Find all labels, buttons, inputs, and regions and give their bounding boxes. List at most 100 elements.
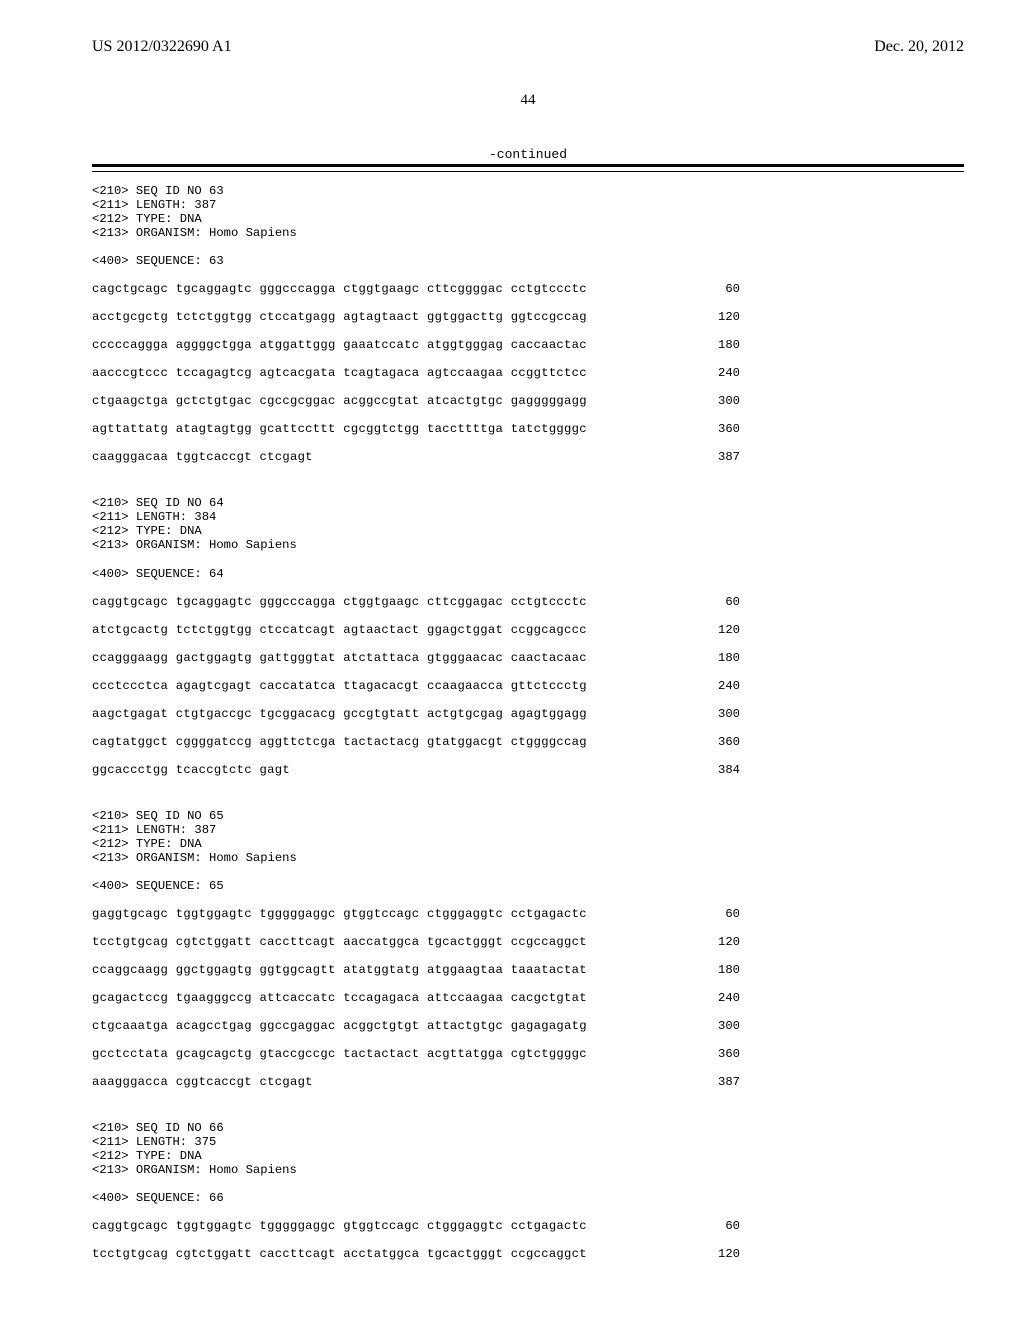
sequence-header-line: <210> SEQ ID NO 65 — [92, 809, 964, 823]
sequence-text: gaggtgcagc tggtggagtc tgggggaggc gtggtcc… — [92, 907, 587, 921]
sequence-position: 120 — [694, 935, 740, 949]
sequence-position: 384 — [694, 763, 740, 777]
sequence-text: cccccaggga aggggctgga atggattggg gaaatcc… — [92, 338, 587, 352]
sequence-header-line: <212> TYPE: DNA — [92, 524, 964, 538]
sequence-line: tcctgtgcag cgtctggatt caccttcagt aaccatg… — [92, 935, 740, 949]
sequence-block: <210> SEQ ID NO 63<211> LENGTH: 387<212>… — [92, 184, 964, 478]
publication-date: Dec. 20, 2012 — [874, 38, 964, 56]
sequence-header-line: <212> TYPE: DNA — [92, 837, 964, 851]
sequence-block: <210> SEQ ID NO 64<211> LENGTH: 384<212>… — [92, 496, 964, 790]
page: US 2012/0322690 A1 Dec. 20, 2012 44 -con… — [0, 0, 1024, 1320]
sequence-line: tcctgtgcag cgtctggatt caccttcagt acctatg… — [92, 1247, 740, 1261]
sequence-label: <400> SEQUENCE: 63 — [92, 254, 964, 268]
sequence-header-line: <210> SEQ ID NO 63 — [92, 184, 964, 198]
sequence-line: caagggacaa tggtcaccgt ctcgagt 387 — [92, 450, 740, 464]
sequence-line: ccaggcaagg ggctggagtg ggtggcagtt atatggt… — [92, 963, 740, 977]
header-bar: US 2012/0322690 A1 Dec. 20, 2012 — [92, 38, 964, 56]
sequence-text: ccagggaagg gactggagtg gattgggtat atctatt… — [92, 651, 587, 665]
sequence-position: 60 — [694, 595, 740, 609]
sequence-label: <400> SEQUENCE: 64 — [92, 567, 964, 581]
sequence-line: aaagggacca cggtcaccgt ctcgagt 387 — [92, 1075, 740, 1089]
sequence-header: <210> SEQ ID NO 65<211> LENGTH: 387<212>… — [92, 809, 964, 865]
sequence-position: 240 — [694, 366, 740, 380]
sequence-position: 387 — [694, 450, 740, 464]
sequence-text: aaagggacca cggtcaccgt ctcgagt — [92, 1075, 313, 1089]
sequence-position: 240 — [694, 679, 740, 693]
sequence-line: atctgcactg tctctggtgg ctccatcagt agtaact… — [92, 623, 740, 637]
sequence-line: ggcaccctgg tcaccgtctc gagt 384 — [92, 763, 740, 777]
sequence-line: cagctgcagc tgcaggagtc gggcccagga ctggtga… — [92, 282, 740, 296]
sequence-position: 300 — [694, 394, 740, 408]
sequence-position: 300 — [694, 1019, 740, 1033]
sequence-header-line: <212> TYPE: DNA — [92, 212, 964, 226]
sequence-position: 120 — [694, 310, 740, 324]
sequence-listing: <210> SEQ ID NO 63<211> LENGTH: 387<212>… — [92, 184, 964, 1275]
sequence-header: <210> SEQ ID NO 63<211> LENGTH: 387<212>… — [92, 184, 964, 240]
sequence-position: 360 — [694, 422, 740, 436]
sequence-text: aagctgagat ctgtgaccgc tgcggacacg gccgtgt… — [92, 707, 587, 721]
sequence-position: 360 — [694, 1047, 740, 1061]
sequence-header: <210> SEQ ID NO 64<211> LENGTH: 384<212>… — [92, 496, 964, 552]
sequence-position: 180 — [694, 338, 740, 352]
sequence-line: agttattatg atagtagtgg gcattccttt cgcggtc… — [92, 422, 740, 436]
sequence-header-line: <210> SEQ ID NO 64 — [92, 496, 964, 510]
sequence-line: caggtgcagc tggtggagtc tgggggaggc gtggtcc… — [92, 1219, 740, 1233]
sequence-line: gaggtgcagc tggtggagtc tgggggaggc gtggtcc… — [92, 907, 740, 921]
sequence-position: 387 — [694, 1075, 740, 1089]
sequence-header-line: <213> ORGANISM: Homo Sapiens — [92, 851, 964, 865]
sequence-line: ccagggaagg gactggagtg gattgggtat atctatt… — [92, 651, 740, 665]
sequence-text: ccaggcaagg ggctggagtg ggtggcagtt atatggt… — [92, 963, 587, 977]
sequence-line: ctgaagctga gctctgtgac cgccgcggac acggccg… — [92, 394, 740, 408]
sequence-line: gcctcctata gcagcagctg gtaccgccgc tactact… — [92, 1047, 740, 1061]
continued-label: -continued — [92, 147, 964, 162]
sequence-position: 60 — [694, 282, 740, 296]
sequence-text: ggcaccctgg tcaccgtctc gagt — [92, 763, 290, 777]
sequence-position: 60 — [694, 1219, 740, 1233]
sequence-position: 120 — [694, 623, 740, 637]
sequence-text: tcctgtgcag cgtctggatt caccttcagt aaccatg… — [92, 935, 587, 949]
sequence-position: 180 — [694, 651, 740, 665]
sequence-header-line: <211> LENGTH: 384 — [92, 510, 964, 524]
sequence-block: <210> SEQ ID NO 66<211> LENGTH: 375<212>… — [92, 1121, 964, 1275]
sequence-text: cagctgcagc tgcaggagtc gggcccagga ctggtga… — [92, 282, 587, 296]
sequence-line: aacccgtccc tccagagtcg agtcacgata tcagtag… — [92, 366, 740, 380]
sequence-header-line: <211> LENGTH: 387 — [92, 823, 964, 837]
sequence-text: caagggacaa tggtcaccgt ctcgagt — [92, 450, 313, 464]
sequence-header-line: <210> SEQ ID NO 66 — [92, 1121, 964, 1135]
sequence-line: caggtgcagc tgcaggagtc gggcccagga ctggtga… — [92, 595, 740, 609]
sequence-text: acctgcgctg tctctggtgg ctccatgagg agtagta… — [92, 310, 587, 324]
sequence-header-line: <213> ORGANISM: Homo Sapiens — [92, 538, 964, 552]
sequence-text: cagtatggct cggggatccg aggttctcga tactact… — [92, 735, 587, 749]
sequence-position: 60 — [694, 907, 740, 921]
sequence-line: cagtatggct cggggatccg aggttctcga tactact… — [92, 735, 740, 749]
sequence-text: aacccgtccc tccagagtcg agtcacgata tcagtag… — [92, 366, 587, 380]
sequence-text: ctgaagctga gctctgtgac cgccgcggac acggccg… — [92, 394, 587, 408]
sequence-line: cccccaggga aggggctgga atggattggg gaaatcc… — [92, 338, 740, 352]
page-number: 44 — [92, 92, 964, 109]
sequence-text: caggtgcagc tggtggagtc tgggggaggc gtggtcc… — [92, 1219, 587, 1233]
sequence-text: gcagactccg tgaagggccg attcaccatc tccagag… — [92, 991, 587, 1005]
sequence-position: 180 — [694, 963, 740, 977]
sequence-text: ccctccctca agagtcgagt caccatatca ttagaca… — [92, 679, 587, 693]
rule-heavy — [92, 164, 964, 167]
rule-thin — [92, 171, 964, 172]
sequence-text: caggtgcagc tgcaggagtc gggcccagga ctggtga… — [92, 595, 587, 609]
sequence-text: tcctgtgcag cgtctggatt caccttcagt acctatg… — [92, 1247, 587, 1261]
sequence-line: ctgcaaatga acagcctgag ggccgaggac acggctg… — [92, 1019, 740, 1033]
sequence-header-line: <211> LENGTH: 387 — [92, 198, 964, 212]
sequence-line: aagctgagat ctgtgaccgc tgcggacacg gccgtgt… — [92, 707, 740, 721]
sequence-text: ctgcaaatga acagcctgag ggccgaggac acggctg… — [92, 1019, 587, 1033]
sequence-block: <210> SEQ ID NO 65<211> LENGTH: 387<212>… — [92, 809, 964, 1103]
publication-number: US 2012/0322690 A1 — [92, 38, 232, 56]
sequence-position: 300 — [694, 707, 740, 721]
sequence-label: <400> SEQUENCE: 65 — [92, 879, 964, 893]
sequence-text: agttattatg atagtagtgg gcattccttt cgcggtc… — [92, 422, 587, 436]
sequence-text: atctgcactg tctctggtgg ctccatcagt agtaact… — [92, 623, 587, 637]
sequence-header-line: <213> ORGANISM: Homo Sapiens — [92, 226, 964, 240]
sequence-line: ccctccctca agagtcgagt caccatatca ttagaca… — [92, 679, 740, 693]
sequence-line: acctgcgctg tctctggtgg ctccatgagg agtagta… — [92, 310, 740, 324]
sequence-header-line: <212> TYPE: DNA — [92, 1149, 964, 1163]
sequence-header-line: <211> LENGTH: 375 — [92, 1135, 964, 1149]
sequence-label: <400> SEQUENCE: 66 — [92, 1191, 964, 1205]
sequence-header-line: <213> ORGANISM: Homo Sapiens — [92, 1163, 964, 1177]
